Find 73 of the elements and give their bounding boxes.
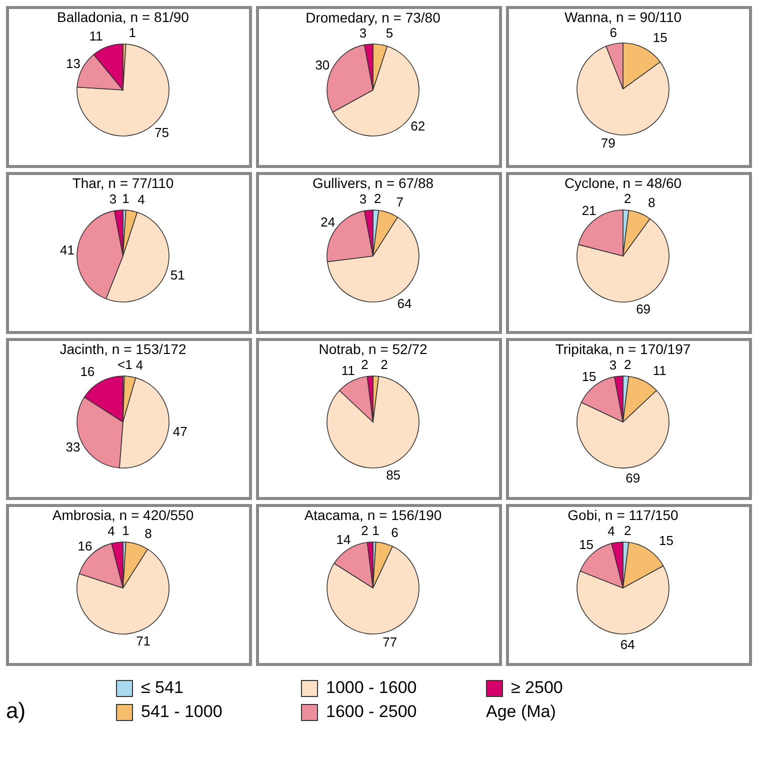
data-label: 2 xyxy=(374,191,382,206)
chart-title: Gobi, n = 117/150 xyxy=(568,507,679,524)
data-label: 4 xyxy=(108,523,115,538)
chart-title: Jacinth, n = 153/172 xyxy=(60,341,186,358)
chart-title: Thar, n = 77/110 xyxy=(72,175,174,192)
data-label: 79 xyxy=(600,136,616,151)
data-label: 71 xyxy=(136,634,151,649)
data-label: 15 xyxy=(579,537,594,552)
data-label: 2 xyxy=(380,357,388,372)
data-label: 41 xyxy=(60,242,74,258)
chart-title: Tripitaka, n = 170/197 xyxy=(555,341,691,358)
data-label: 2 xyxy=(624,523,632,538)
data-label: 69 xyxy=(636,302,651,317)
chart-title: Wanna, n = 90/110 xyxy=(564,9,682,26)
data-label: <1 xyxy=(117,357,132,372)
data-label: 77 xyxy=(382,634,398,650)
chart-title: Cyclone, n = 48/60 xyxy=(564,175,682,192)
data-label: 3 xyxy=(609,357,617,372)
data-label: 15 xyxy=(659,532,674,548)
data-label: 1 xyxy=(128,25,136,40)
data-label: 64 xyxy=(620,636,635,652)
legend-title: Age (Ma) xyxy=(486,701,557,723)
data-label: 64 xyxy=(397,296,412,312)
data-label: 3 xyxy=(359,191,367,206)
data-label: 75 xyxy=(154,124,169,140)
data-label: 1 xyxy=(122,523,130,538)
data-label: 69 xyxy=(626,470,640,486)
data-label: 16 xyxy=(80,364,95,379)
data-label: 8 xyxy=(648,195,656,210)
data-label: 15 xyxy=(652,30,668,46)
data-label: 51 xyxy=(170,267,185,282)
data-label: 4 xyxy=(138,192,145,208)
legend-label: 1600 - 2500 xyxy=(326,702,417,722)
data-label: 1 xyxy=(372,523,380,538)
data-label: 2 xyxy=(624,357,632,372)
data-label: 5 xyxy=(386,26,394,41)
data-label: 1 xyxy=(122,191,130,206)
legend-label: ≤ 541 xyxy=(141,678,184,698)
data-label: 8 xyxy=(144,526,152,541)
data-label: 11 xyxy=(89,28,103,44)
legend-label: 541 - 1000 xyxy=(141,702,222,722)
data-label: 47 xyxy=(172,424,188,440)
data-label: 6 xyxy=(610,25,617,40)
data-label: 4 xyxy=(608,523,615,538)
data-label: 6 xyxy=(391,524,398,540)
data-label: 7 xyxy=(396,194,404,210)
data-label: 2 xyxy=(361,357,368,372)
chart-title: Atacama, n = 156/190 xyxy=(304,507,442,524)
data-label: 2 xyxy=(361,523,368,538)
data-label: 21 xyxy=(582,202,596,218)
data-label: 15 xyxy=(582,368,596,384)
data-label: 3 xyxy=(359,25,367,40)
data-label: 11 xyxy=(341,363,355,378)
chart-title: Notrab, n = 52/72 xyxy=(318,341,428,358)
data-label: 85 xyxy=(386,468,401,483)
text: a) xyxy=(6,698,27,724)
chart-title: Balladonia, n = 81/90 xyxy=(57,9,190,26)
legend-label: ≥ 2500 xyxy=(511,678,563,698)
data-label: 30 xyxy=(315,58,330,73)
data-label: 16 xyxy=(78,538,92,554)
data-label: 3 xyxy=(109,191,117,206)
data-label: 2 xyxy=(624,191,632,206)
chart-title: Gullivers, n = 67/88 xyxy=(312,175,434,192)
data-label: 13 xyxy=(66,56,80,72)
data-label: 62 xyxy=(410,118,426,134)
data-label: 11 xyxy=(652,363,666,378)
chart-title: Ambrosia, n = 420/550 xyxy=(52,507,194,524)
data-label: 24 xyxy=(320,214,336,230)
chart-title: Dromedary, n = 73/80 xyxy=(306,9,441,26)
legend-label: 1000 - 1600 xyxy=(326,678,417,698)
data-label: 4 xyxy=(136,358,144,373)
data-label: 33 xyxy=(66,439,80,454)
data-label: 14 xyxy=(336,532,351,547)
